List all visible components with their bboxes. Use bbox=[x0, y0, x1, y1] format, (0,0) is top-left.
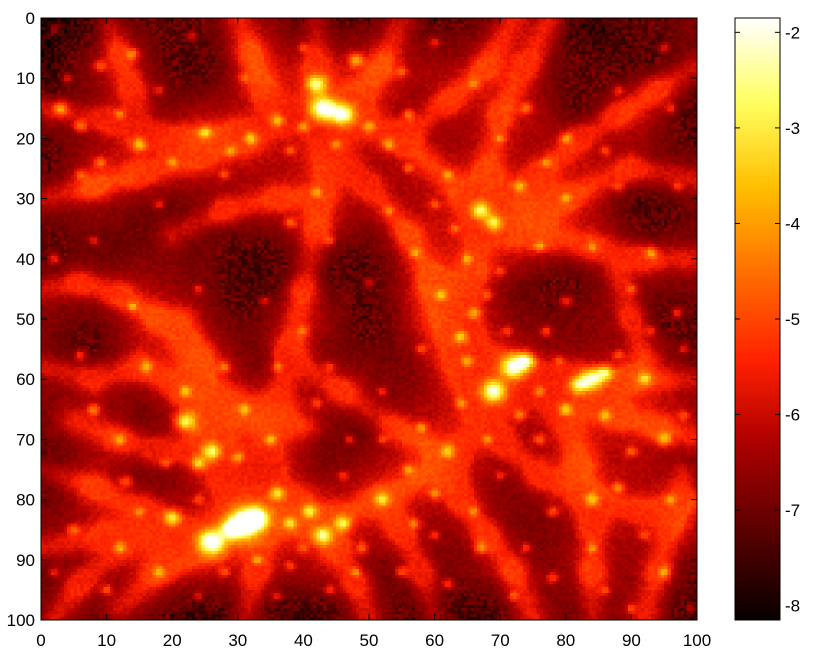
x-tick-label: 10 bbox=[97, 631, 116, 650]
x-tick-label: 0 bbox=[36, 631, 45, 650]
x-tick-label: 70 bbox=[491, 631, 510, 650]
colorbar-tick-label: -8 bbox=[785, 597, 800, 616]
y-axis-ticks: 0 10 20 30 40 50 60 70 80 90 100 bbox=[7, 9, 697, 630]
y-tick-label: 80 bbox=[16, 491, 35, 510]
colorbar-tick-label: -3 bbox=[785, 119, 800, 138]
x-tick-label: 90 bbox=[622, 631, 641, 650]
colorbar bbox=[734, 17, 781, 621]
heatmap-image bbox=[41, 18, 697, 620]
colorbar-tick-label: -5 bbox=[785, 310, 800, 329]
y-tick-label: 70 bbox=[16, 430, 35, 449]
x-tick-label: 30 bbox=[228, 631, 247, 650]
y-tick-label: 0 bbox=[26, 9, 35, 28]
x-tick-label: 40 bbox=[294, 631, 313, 650]
colorbar-tick-label: -2 bbox=[785, 23, 800, 42]
colorbar-gradient bbox=[734, 17, 781, 621]
x-axis-ticks: 0 10 20 30 40 50 60 70 80 90 100 bbox=[36, 18, 711, 650]
x-tick-label: 80 bbox=[556, 631, 575, 650]
x-tick-label: 100 bbox=[683, 631, 711, 650]
y-tick-label: 60 bbox=[16, 370, 35, 389]
x-tick-label: 20 bbox=[163, 631, 182, 650]
y-tick-label: 50 bbox=[16, 310, 35, 329]
y-tick-label: 30 bbox=[16, 190, 35, 209]
colorbar-tick-label: -4 bbox=[785, 214, 800, 233]
colorbar-ticks: -2 -3 -4 -5 -6 -7 -8 bbox=[735, 23, 800, 616]
y-tick-label: 20 bbox=[16, 129, 35, 148]
x-tick-label: 50 bbox=[360, 631, 379, 650]
heatmap-plot-area bbox=[40, 17, 698, 621]
y-tick-label: 40 bbox=[16, 250, 35, 269]
x-tick-label: 60 bbox=[425, 631, 444, 650]
y-tick-label: 90 bbox=[16, 551, 35, 570]
colorbar-tick-label: -6 bbox=[785, 406, 800, 425]
colorbar-tick-label: -7 bbox=[785, 501, 800, 520]
y-tick-label: 100 bbox=[7, 611, 35, 630]
y-tick-label: 10 bbox=[16, 69, 35, 88]
